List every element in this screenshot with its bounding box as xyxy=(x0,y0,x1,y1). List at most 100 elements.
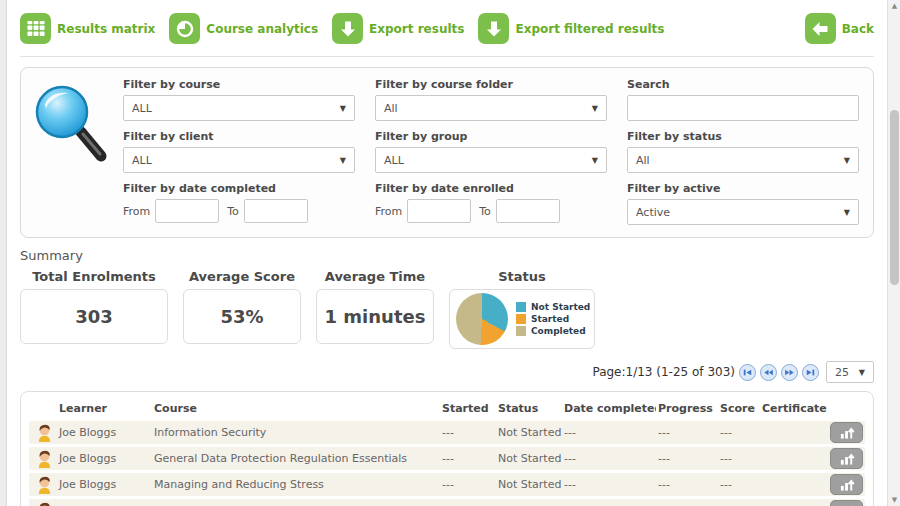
total-enrolments-value: 303 xyxy=(20,289,168,344)
search-label: Search xyxy=(627,78,859,91)
last-page-button[interactable] xyxy=(802,364,819,381)
table-header-row: Learner Course Started Status Date compl… xyxy=(29,398,865,418)
export-filtered-results-label: Export filtered results xyxy=(515,22,664,36)
course-analytics-button[interactable]: Course analytics xyxy=(169,13,318,44)
column-header-score: Score xyxy=(718,402,760,415)
date-enrolled-to-input[interactable] xyxy=(496,199,560,223)
back-button[interactable]: Back xyxy=(805,13,874,44)
filter-active-select[interactable]: Active ▼ xyxy=(627,199,859,225)
filter-status-label: Filter by status xyxy=(627,130,859,143)
column-header-status: Status xyxy=(496,402,562,415)
learner-avatar xyxy=(29,449,57,468)
filter-date-enrolled-label: Filter by date enrolled xyxy=(375,182,607,195)
score-value: --- xyxy=(718,426,760,439)
status-value: Not Started xyxy=(496,426,562,439)
analytics-clock-icon xyxy=(169,13,200,44)
export-results-button[interactable]: Export results xyxy=(332,13,464,44)
average-score-label: Average Score xyxy=(183,269,301,284)
filter-course-folder-select[interactable]: All ▼ xyxy=(375,95,607,121)
export-results-label: Export results xyxy=(369,22,464,36)
learner-name: Joe Bloggs xyxy=(57,478,152,491)
date-enrolled-from-input[interactable] xyxy=(407,199,471,223)
summary-row: Total Enrolments 303 Average Score 53% A… xyxy=(20,269,874,349)
dropdown-arrow-icon: ▼ xyxy=(340,156,346,165)
dropdown-arrow-icon: ▼ xyxy=(340,104,346,113)
search-input[interactable] xyxy=(627,95,859,121)
date-enrolled-from-label: From xyxy=(375,205,402,218)
started-value: --- xyxy=(440,426,496,439)
learner-analytics-button[interactable] xyxy=(830,448,863,469)
search-magnifier-icon xyxy=(31,78,123,225)
score-value: --- xyxy=(718,452,760,465)
results-matrix-button[interactable]: Results matrix xyxy=(20,13,155,44)
filter-status-value: All xyxy=(636,154,650,167)
learner-avatar xyxy=(29,501,57,506)
status-legend: Not Started Started Completed xyxy=(516,300,590,338)
table-body: Joe Bloggs Information Security --- Not … xyxy=(29,421,865,506)
progress-value: --- xyxy=(656,452,718,465)
download-arrow-icon xyxy=(478,13,509,44)
progress-value: --- xyxy=(656,478,718,491)
summary-title: Summary xyxy=(20,248,874,263)
back-arrow-icon xyxy=(805,13,836,44)
course-name: General Data Protection Regulation Essen… xyxy=(152,452,440,465)
date-completed-to-label: To xyxy=(227,205,239,218)
date-completed-value: --- xyxy=(562,426,656,439)
date-completed-from-label: From xyxy=(123,205,150,218)
results-matrix-label: Results matrix xyxy=(57,22,155,36)
column-header-learner: Learner xyxy=(57,402,152,415)
average-score-card: Average Score 53% xyxy=(183,269,301,344)
filter-course-label: Filter by course xyxy=(123,78,355,91)
started-value: --- xyxy=(440,452,496,465)
legend-item-not-started: Not Started xyxy=(516,302,590,312)
filter-client-select[interactable]: ALL ▼ xyxy=(123,147,355,173)
date-completed-value: --- xyxy=(562,478,656,491)
table-row: Joe Bloggs General Data Protection Regul… xyxy=(29,447,865,470)
learner-analytics-button[interactable] xyxy=(830,422,863,443)
learner-analytics-button[interactable] xyxy=(830,474,863,495)
average-time-value: 1 minutes xyxy=(316,289,434,344)
filter-course-folder-value: All xyxy=(384,102,398,115)
average-score-value: 53% xyxy=(183,289,301,344)
back-label: Back xyxy=(842,22,874,36)
learner-analytics-button[interactable] xyxy=(830,500,863,506)
learner-avatar xyxy=(29,475,57,494)
previous-page-button[interactable] xyxy=(760,364,777,381)
vertical-scrollbar[interactable]: ▲ ▼ xyxy=(887,0,900,506)
filter-course-select[interactable]: ALL ▼ xyxy=(123,95,355,121)
filter-course-value: ALL xyxy=(132,102,152,115)
course-name: Managing and Reducing Stress xyxy=(152,478,440,491)
next-page-button[interactable] xyxy=(781,364,798,381)
toolbar-divider xyxy=(20,56,874,57)
dropdown-arrow-icon: ▼ xyxy=(592,156,598,165)
filter-group-value: ALL xyxy=(384,154,404,167)
filter-status-select[interactable]: All ▼ xyxy=(627,147,859,173)
grid-icon xyxy=(20,13,51,44)
filter-group-select[interactable]: ALL ▼ xyxy=(375,147,607,173)
export-filtered-results-button[interactable]: Export filtered results xyxy=(478,13,664,44)
column-header-started: Started xyxy=(440,402,496,415)
average-time-card: Average Time 1 minutes xyxy=(316,269,434,344)
not-started-swatch xyxy=(516,302,526,312)
first-page-button[interactable] xyxy=(739,364,756,381)
scroll-down-icon[interactable]: ▼ xyxy=(888,496,900,504)
scroll-up-icon[interactable]: ▲ xyxy=(888,2,900,10)
page-size-select[interactable]: 25 ▼ xyxy=(826,361,874,383)
dropdown-arrow-icon: ▼ xyxy=(592,104,598,113)
total-enrolments-label: Total Enrolments xyxy=(20,269,168,284)
pagination: Page:1/13 (1-25 of 303) 25 ▼ xyxy=(20,361,874,383)
results-page: Results matrix Course analytics Export r… xyxy=(8,0,886,506)
status-title: Status xyxy=(449,269,595,284)
completed-swatch xyxy=(516,326,526,336)
average-time-label: Average Time xyxy=(316,269,434,284)
date-completed-to-input[interactable] xyxy=(244,199,308,223)
filter-course-folder-label: Filter by course folder xyxy=(375,78,607,91)
total-enrolments-card: Total Enrolments 303 xyxy=(20,269,168,344)
status-card: Status Not Started Started Completed xyxy=(449,269,595,349)
download-arrow-icon xyxy=(332,13,363,44)
status-value: Not Started xyxy=(496,478,562,491)
date-completed-from-input[interactable] xyxy=(155,199,219,223)
column-header-course: Course xyxy=(152,402,440,415)
scrollbar-thumb[interactable] xyxy=(890,110,899,285)
toolbar: Results matrix Course analytics Export r… xyxy=(20,0,874,48)
